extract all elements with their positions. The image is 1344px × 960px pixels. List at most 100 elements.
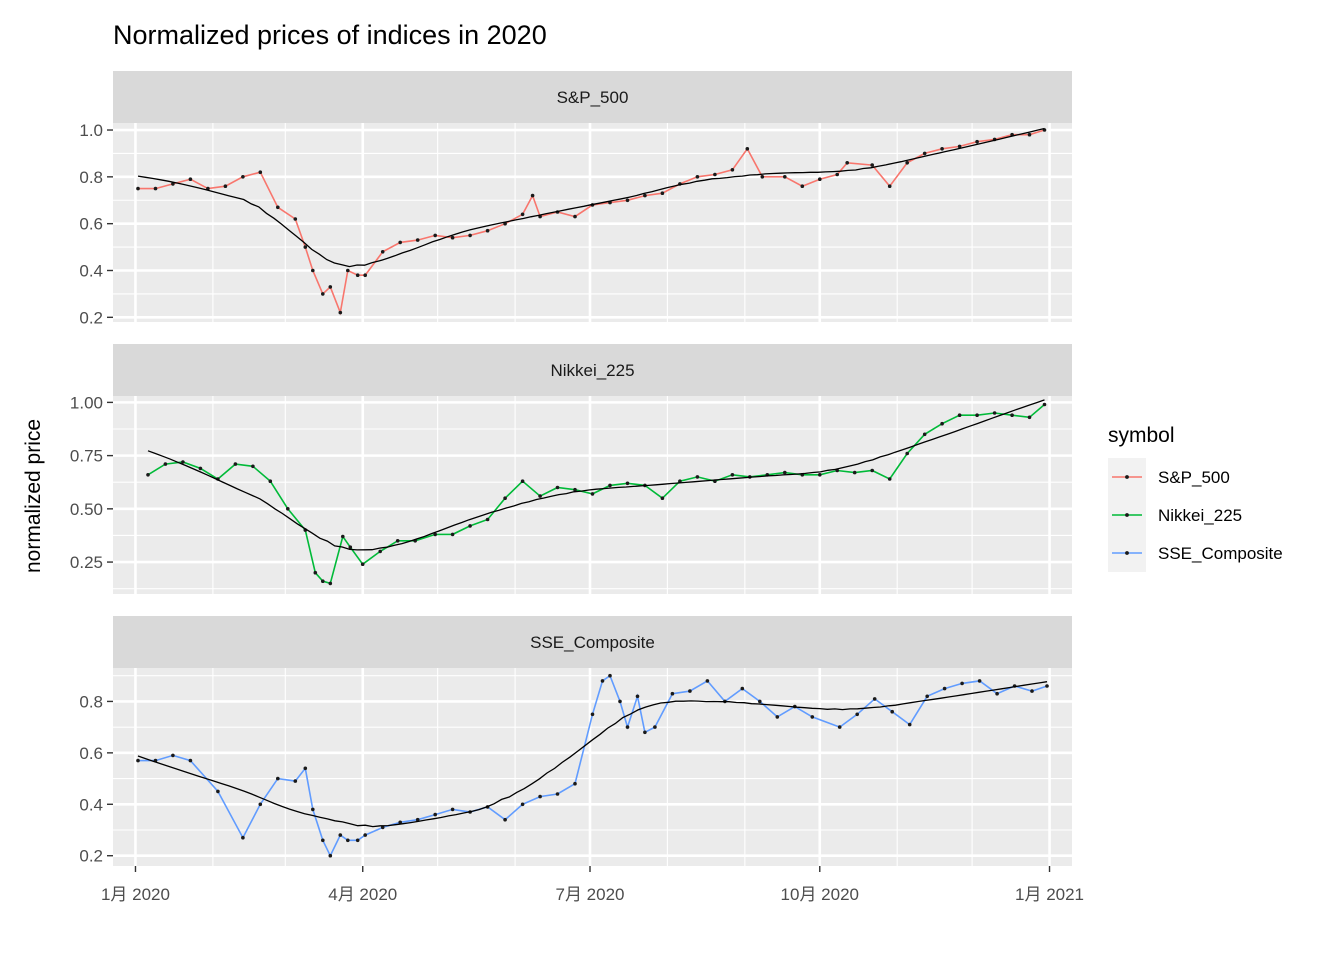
data-point xyxy=(485,228,490,233)
data-point xyxy=(940,421,944,426)
y-tick-label: 0.8 xyxy=(79,692,103,711)
data-point xyxy=(181,460,185,464)
data-point xyxy=(783,175,787,179)
x-tick-label: 4月 2020 xyxy=(328,885,397,904)
y-tick-label: 0.25 xyxy=(70,553,103,572)
facet-strip xyxy=(113,71,1072,123)
data-point xyxy=(590,712,595,717)
data-point xyxy=(363,273,368,278)
data-point xyxy=(313,570,318,575)
data-point xyxy=(328,285,333,289)
y-tick-label: 1.0 xyxy=(79,121,103,140)
data-point xyxy=(695,175,700,179)
data-point xyxy=(1045,684,1049,688)
data-point xyxy=(415,238,420,242)
data-point xyxy=(223,184,228,188)
data-point xyxy=(660,191,665,195)
data-point xyxy=(905,451,909,456)
data-point xyxy=(600,679,605,683)
data-point xyxy=(810,715,815,719)
data-point xyxy=(800,184,805,188)
data-point xyxy=(783,470,787,475)
facet-strip xyxy=(113,344,1072,396)
data-point xyxy=(233,462,238,466)
data-point xyxy=(450,532,455,537)
data-point xyxy=(905,161,909,165)
data-point xyxy=(163,462,168,466)
data-point xyxy=(922,151,927,156)
data-point xyxy=(341,534,345,539)
data-point xyxy=(957,413,962,418)
x-axis: 1月 2020 4月 2020 7月 2020 10月 2020 1月 2021 xyxy=(101,866,1084,904)
data-point xyxy=(355,273,360,278)
x-tick-label: 1月 2021 xyxy=(1015,885,1084,904)
facet-strip-label: Nikkei_225 xyxy=(550,361,634,380)
smooth-line xyxy=(147,399,1045,551)
legend-label: SSE_Composite xyxy=(1158,544,1283,563)
data-point xyxy=(555,485,560,490)
data-point xyxy=(321,292,325,296)
y-tick-label: 1.00 xyxy=(70,393,103,412)
data-point xyxy=(398,240,403,245)
data-point xyxy=(303,245,308,249)
data-point xyxy=(450,235,455,240)
y-tick-label: 0.8 xyxy=(79,168,103,187)
data-point xyxy=(852,470,857,475)
data-point xyxy=(608,483,612,488)
data-point xyxy=(618,699,622,704)
data-point xyxy=(530,193,535,198)
data-point xyxy=(845,161,849,165)
data-point xyxy=(321,838,325,843)
data-point xyxy=(730,473,735,477)
data-point xyxy=(171,753,175,758)
legend: symbol S&P_500 Nikkei_225 SSE_Composite xyxy=(1108,424,1283,572)
data-point xyxy=(975,139,979,144)
data-point xyxy=(468,233,472,238)
data-point xyxy=(380,250,385,254)
data-point xyxy=(872,697,877,701)
data-point xyxy=(433,233,438,238)
data-point xyxy=(136,186,140,191)
data-point xyxy=(940,147,944,151)
data-point xyxy=(573,781,577,786)
legend-items: S&P_500 Nikkei_225 SSE_Composite xyxy=(1108,458,1283,572)
data-point xyxy=(293,779,298,783)
data-point xyxy=(625,725,630,729)
data-point xyxy=(942,686,947,691)
y-tick-label: 0.4 xyxy=(79,261,103,280)
legend-key-point xyxy=(1125,475,1129,479)
data-point xyxy=(573,487,577,492)
data-point xyxy=(670,691,675,696)
data-point xyxy=(346,838,350,843)
data-point xyxy=(1027,415,1032,420)
legend-key-point xyxy=(1125,513,1129,517)
data-point xyxy=(775,715,780,719)
data-point xyxy=(992,411,997,415)
data-point xyxy=(338,310,343,315)
data-point xyxy=(363,833,368,837)
data-point xyxy=(907,722,912,727)
data-point xyxy=(380,825,385,830)
data-point xyxy=(348,545,353,549)
data-point xyxy=(276,776,280,781)
data-point xyxy=(433,532,438,537)
data-point xyxy=(136,758,140,763)
data-point xyxy=(695,475,700,479)
data-point xyxy=(922,432,927,437)
y-tick-label: 0.50 xyxy=(70,500,103,519)
data-point xyxy=(660,496,665,501)
data-point xyxy=(835,172,839,177)
data-point xyxy=(925,694,929,699)
data-point xyxy=(450,807,455,812)
data-point xyxy=(887,477,892,481)
data-point xyxy=(241,835,245,840)
data-point xyxy=(241,175,245,179)
data-point xyxy=(198,466,203,471)
series-line-s-p-500 xyxy=(138,129,1045,316)
data-point xyxy=(643,730,647,735)
data-point xyxy=(468,524,472,528)
smooth-line xyxy=(137,127,1045,268)
data-point xyxy=(818,177,822,181)
